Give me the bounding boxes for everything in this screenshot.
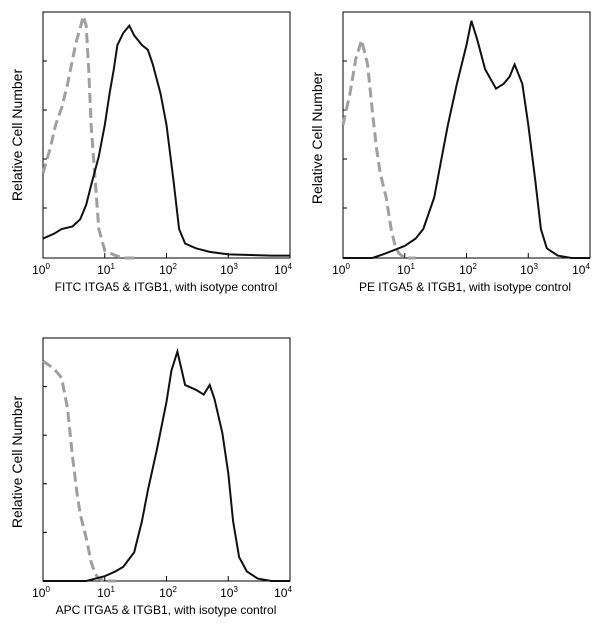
- x-tick-labels: 100 101 102 103 104: [32, 585, 292, 600]
- x-tick-label: 104: [274, 262, 292, 277]
- x-tick-label: 100: [32, 262, 50, 277]
- x-tick-label: 102: [159, 585, 177, 600]
- x-tick-label: 102: [459, 262, 477, 277]
- sample-histogram: [42, 23, 290, 257]
- y-axis-label: Relative Cell Number: [9, 69, 25, 202]
- y-axis-label: Relative Cell Number: [309, 72, 325, 205]
- panel-fitc: Relative Cell Number FITC ITGA5 & ITGB1,…: [9, 10, 292, 294]
- x-tick-label: 104: [572, 262, 590, 277]
- x-tick-labels: 100 101 102 103 104: [32, 262, 292, 277]
- x-tick-label: 100: [32, 585, 50, 600]
- isotype-control-histogram: [42, 359, 116, 583]
- isotype-control-histogram: [41, 10, 135, 260]
- sample-histogram: [43, 347, 290, 582]
- x-tick-label: 100: [332, 262, 350, 277]
- x-tick-labels: 100 101 102 103 104: [332, 262, 590, 277]
- x-tick-label: 101: [397, 262, 415, 277]
- x-axis-label: APC ITGA5 & ITGB1, with isotype control: [56, 603, 277, 617]
- plot-frame: [42, 11, 291, 259]
- isotype-control-histogram: [341, 34, 416, 260]
- x-tick-label: 102: [159, 262, 177, 277]
- y-ticks: [43, 337, 47, 533]
- x-tick-label: 101: [97, 262, 115, 277]
- plot-frame: [42, 337, 291, 582]
- x-axis-label: PE ITGA5 & ITGB1, with isotype control: [359, 280, 571, 294]
- x-tick-label: 104: [274, 585, 292, 600]
- y-ticks: [343, 11, 347, 209]
- y-axis-label: Relative Cell Number: [9, 396, 25, 529]
- x-tick-label: 101: [97, 585, 115, 600]
- sample-histogram: [343, 20, 590, 259]
- y-ticks: [43, 11, 47, 209]
- x-tick-label: 103: [220, 585, 238, 600]
- x-axis-label: FITC ITGA5 & ITGB1, with isotype control: [55, 280, 278, 294]
- x-tick-label: 103: [520, 262, 538, 277]
- x-tick-label: 103: [220, 262, 238, 277]
- panel-pe: Relative Cell Number PE ITGA5 & ITGB1, w…: [309, 11, 591, 294]
- panel-apc: Relative Cell Number APC ITGA5 & ITGB1, …: [9, 337, 292, 617]
